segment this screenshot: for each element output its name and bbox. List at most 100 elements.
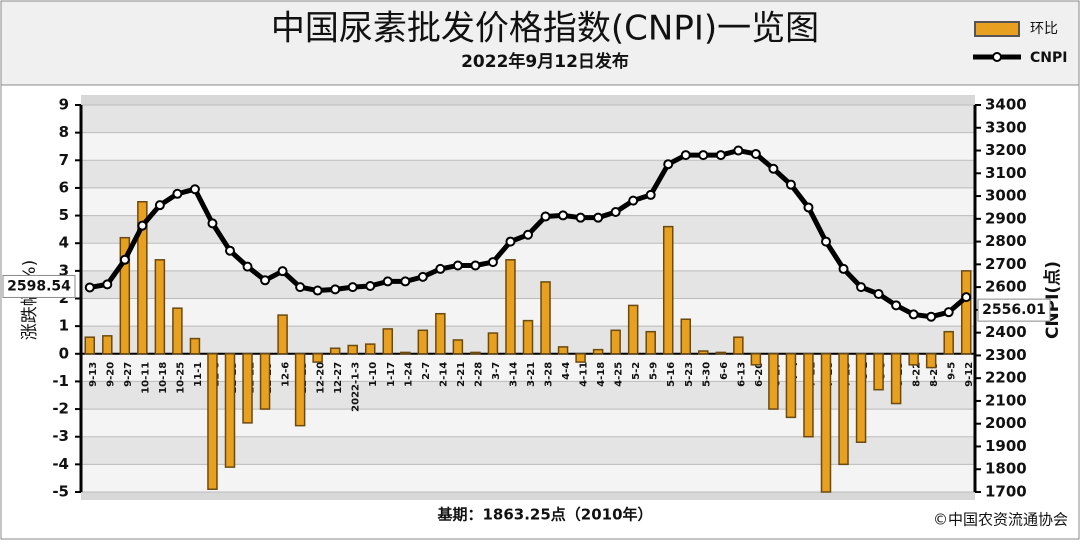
marker <box>523 229 533 240</box>
header <box>0 0 1080 86</box>
chart-subtitle: 2022年9月12日发布 <box>461 51 629 72</box>
bar <box>785 353 797 419</box>
bar <box>627 304 639 355</box>
bar <box>960 270 972 355</box>
bar <box>207 353 218 490</box>
marker <box>119 254 130 265</box>
x-tick-label: 9-20 <box>105 362 116 387</box>
chart-title: 中国尿素批发价格指数(CNPI)一览图 <box>271 9 819 49</box>
marker <box>891 300 902 311</box>
marker <box>803 202 814 213</box>
marker <box>610 206 621 217</box>
x-tick-label: 1-17 <box>386 362 397 387</box>
marker <box>137 220 148 231</box>
marker <box>926 311 937 322</box>
bar <box>575 353 586 363</box>
x-tick-label: 8-22 <box>912 362 923 387</box>
marker <box>84 282 95 293</box>
x-tick-label: 12-27 <box>333 362 344 394</box>
bar <box>329 347 341 355</box>
legend-marker <box>992 52 1002 62</box>
marker <box>856 282 867 293</box>
marker <box>242 261 253 272</box>
marker <box>487 257 498 268</box>
marker <box>750 148 761 159</box>
bar <box>259 353 271 410</box>
x-tick-label: 11-1 <box>193 362 204 387</box>
y2-tick-label: 3100 <box>985 164 1027 182</box>
bar <box>364 343 376 355</box>
y-tick-label: 0 <box>59 344 69 362</box>
y2-tick-label: 2000 <box>985 414 1027 432</box>
x-tick-label: 4-18 <box>596 362 607 387</box>
bar <box>189 337 201 355</box>
y2-tick-label: 2300 <box>985 346 1027 364</box>
y2-tick-label: 3200 <box>985 141 1027 159</box>
y-tick-label: -5 <box>52 483 69 501</box>
y2-tick-label: 1900 <box>985 437 1027 455</box>
y-tick-label: 7 <box>59 151 69 169</box>
bar <box>733 336 744 355</box>
marker <box>102 279 113 290</box>
marker <box>943 307 954 318</box>
x-tick-label: 9-12 <box>964 362 975 387</box>
marker <box>698 150 709 161</box>
y-tick-label: -2 <box>52 400 69 418</box>
marker <box>628 195 639 206</box>
marker <box>154 200 165 211</box>
x-tick-label: 5-16 <box>666 362 677 387</box>
x-tick-label: 2-14 <box>438 362 449 387</box>
marker <box>295 282 306 293</box>
x-tick-label: 5-23 <box>684 362 695 387</box>
marker <box>663 159 674 170</box>
y2-tick-label: 2100 <box>985 391 1027 409</box>
marker <box>821 236 831 247</box>
bar <box>522 319 534 355</box>
y-tick-label: 2 <box>59 289 69 307</box>
grid-band <box>81 105 975 133</box>
x-tick-label: 2-7 <box>421 362 432 380</box>
bar <box>417 329 429 355</box>
bar <box>347 344 358 355</box>
x-tick-label: 5-2 <box>631 362 642 380</box>
y2-tick-label: 3400 <box>985 96 1027 114</box>
x-tick-label: 12-20 <box>316 362 327 394</box>
marker <box>417 271 428 282</box>
y-tick-label: -3 <box>52 427 69 445</box>
x-tick-label: 9-5 <box>947 362 958 380</box>
value-label-box <box>977 298 1051 322</box>
x-tick-label: 6-20 <box>754 362 765 387</box>
marker <box>961 292 972 303</box>
y-tick-label: 3 <box>59 261 69 279</box>
marker <box>382 276 393 287</box>
x-tick-label: 2-28 <box>473 362 484 387</box>
x-tick-label: 3-28 <box>544 362 555 387</box>
bar <box>855 353 867 443</box>
bar <box>925 353 937 369</box>
bar <box>400 351 411 355</box>
marker <box>645 189 656 200</box>
marker <box>400 276 411 287</box>
bar <box>137 201 148 355</box>
bar <box>312 353 323 363</box>
bar <box>242 353 253 424</box>
y2-tick-label: 3300 <box>985 118 1027 136</box>
x-tick-label: 8-29 <box>929 362 940 387</box>
marker <box>505 236 516 247</box>
bar <box>382 328 394 355</box>
marker <box>225 245 235 256</box>
bar <box>540 281 551 355</box>
x-tick-label: 12-6 <box>281 362 292 387</box>
x-tick-label: 1-24 <box>403 362 414 387</box>
y2-tick-label: 2200 <box>985 369 1027 387</box>
x-tick-label: 9-13 <box>88 362 99 387</box>
bar <box>119 236 131 355</box>
bar <box>662 225 674 355</box>
marker <box>768 163 779 174</box>
y2-tick-label: 2700 <box>985 255 1027 273</box>
bar <box>610 329 621 355</box>
x-tick-label: 1-10 <box>368 362 379 387</box>
x-tick-label: 4-25 <box>614 362 625 387</box>
y2-tick-label: 3000 <box>985 187 1027 205</box>
